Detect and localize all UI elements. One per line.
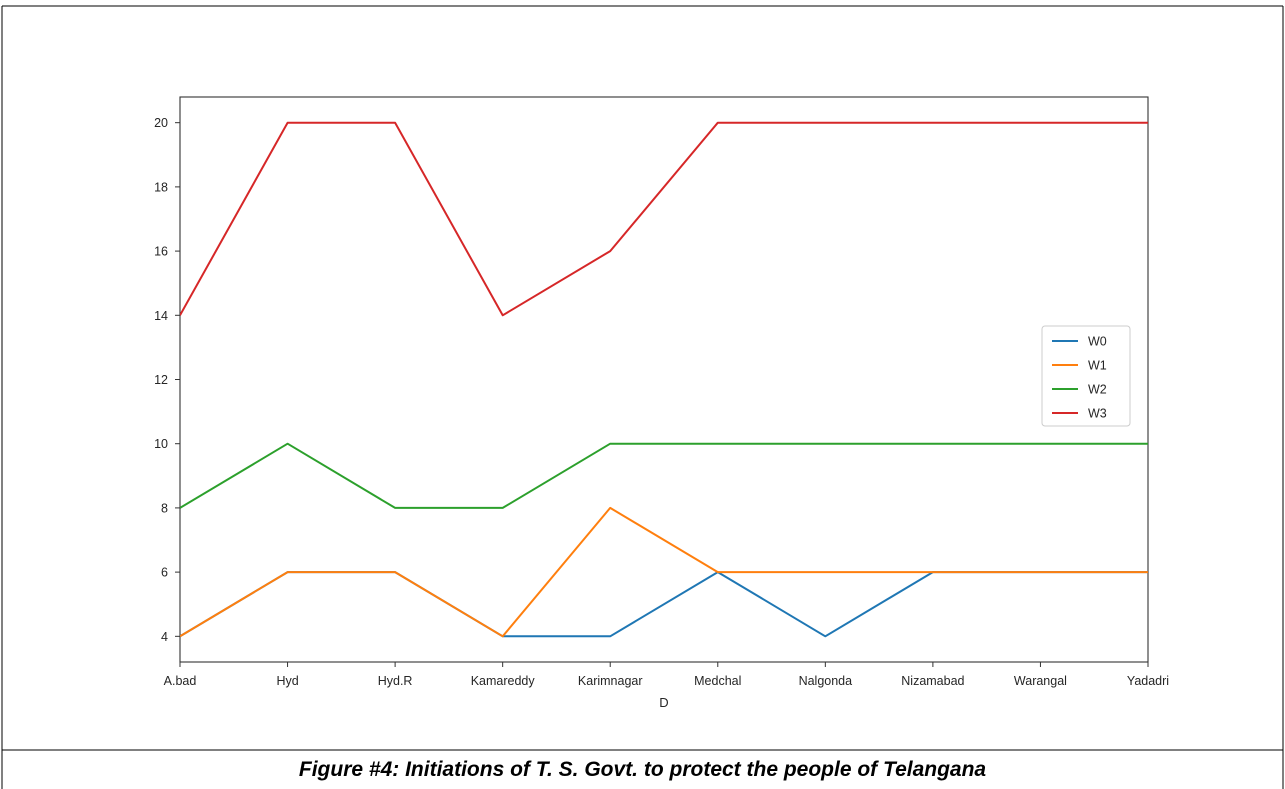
legend-label-w1: W1 [1088, 359, 1107, 373]
x-tick-label: Yadadri [1127, 674, 1169, 688]
y-tick-label: 10 [154, 437, 168, 451]
series-line-w1 [180, 506, 1148, 638]
legend-label-w2: W2 [1088, 383, 1107, 397]
x-tick-label: Medchal [694, 674, 741, 688]
plot-border [179, 96, 1149, 663]
x-tick-label: Hyd.R [378, 674, 413, 688]
series-line-w0 [180, 571, 1148, 638]
y-tick-label: 16 [154, 245, 168, 259]
y-tick-label: 12 [154, 373, 168, 387]
y-tick-label: 20 [154, 116, 168, 130]
x-axis-label: D [659, 695, 668, 710]
series-line-w3 [180, 121, 1148, 317]
figure-caption: Figure #4: Initiations of T. S. Govt. to… [298, 758, 987, 781]
plot-area: 4 6 8 10 12 14 16 18 20 A.bad Hyd Hyd.R Kamareddy Kar… [154, 96, 1169, 710]
x-tick-label: Karimnagar [578, 674, 643, 688]
series-line-w2 [180, 442, 1148, 509]
y-tick-label: 6 [161, 566, 168, 580]
y-tick-label: 4 [161, 630, 168, 644]
x-tick-label: Kamareddy [471, 674, 536, 688]
legend-box [1041, 325, 1131, 427]
legend-label-w0: W0 [1088, 335, 1107, 349]
legend-label-w3: W3 [1088, 407, 1107, 421]
x-tick-label: A.bad [164, 674, 197, 688]
y-tick-label: 8 [161, 501, 168, 515]
x-tick-label: Warangal [1014, 674, 1067, 688]
y-tick-label: 18 [154, 180, 168, 194]
y-tick-label: 14 [154, 309, 168, 323]
x-tick-label: Nizamabad [901, 674, 964, 688]
x-tick-label: Hyd [276, 674, 298, 688]
x-tick-label: Nalgonda [799, 674, 853, 688]
